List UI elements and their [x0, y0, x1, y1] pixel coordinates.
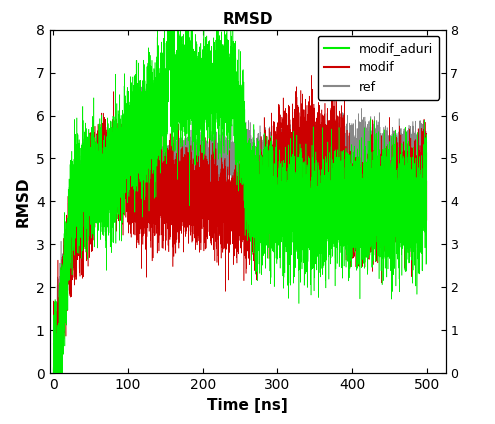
modif: [308, 73, 314, 78]
modif_aduri: [66, 203, 72, 208]
ref: [404, 128, 410, 133]
modif: [50, 341, 56, 346]
modif: [124, 183, 130, 188]
Line: modif_aduri: modif_aduri: [53, 30, 427, 373]
X-axis label: Time [ns]: Time [ns]: [207, 398, 288, 413]
modif: [73, 224, 79, 229]
modif_aduri: [424, 150, 430, 155]
modif_aduri: [50, 371, 56, 376]
modif_aduri: [73, 163, 79, 168]
Legend: modif_aduri, modif, ref: modif_aduri, modif, ref: [317, 36, 439, 100]
modif_aduri: [123, 148, 129, 153]
modif: [404, 175, 410, 180]
ref: [124, 161, 130, 166]
modif: [233, 232, 239, 237]
modif_aduri: [52, 371, 58, 376]
modif_aduri: [233, 96, 239, 101]
modif: [66, 238, 72, 243]
Line: ref: ref: [53, 85, 427, 373]
ref: [424, 139, 430, 145]
ref: [50, 365, 56, 370]
ref: [66, 249, 72, 254]
modif: [50, 371, 56, 376]
modif_aduri: [154, 27, 160, 32]
modif: [424, 179, 430, 184]
modif: [52, 368, 58, 373]
ref: [142, 82, 148, 87]
Title: RMSD: RMSD: [222, 12, 273, 27]
ref: [73, 199, 79, 204]
Line: modif: modif: [53, 75, 427, 373]
ref: [233, 163, 239, 168]
modif_aduri: [404, 220, 410, 225]
Y-axis label: RMSD: RMSD: [15, 176, 30, 227]
ref: [50, 371, 56, 376]
ref: [52, 345, 58, 350]
